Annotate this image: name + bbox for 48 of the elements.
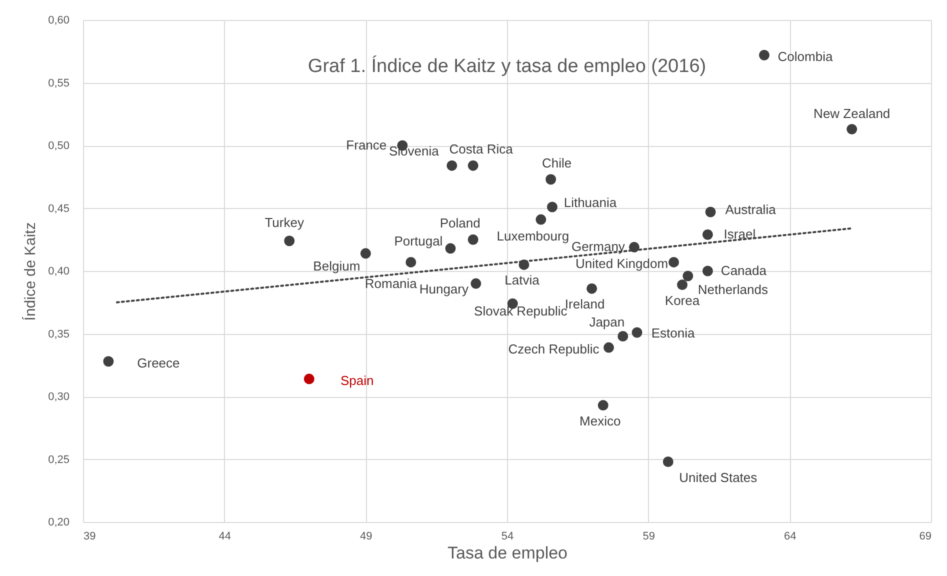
y-tick-label: 0,55 — [48, 77, 70, 90]
series-label: Australia — [725, 202, 777, 218]
series-label: Netherlands — [698, 282, 768, 298]
x-tick-label: 39 — [84, 530, 96, 542]
series-label: Costa Rica — [449, 142, 514, 157]
x-tick-label: 64 — [784, 530, 796, 542]
y-tick-label: 0,20 — [48, 516, 70, 528]
series-label: Turkey — [264, 214, 304, 230]
series-label: Belgium — [313, 258, 360, 274]
series-label: Czech Republic — [508, 342, 600, 357]
series-label: Japan — [589, 314, 625, 330]
x-tick-label: 44 — [218, 530, 231, 542]
series-label: Canada — [720, 263, 768, 278]
series-label: United States — [679, 470, 758, 485]
y-tick-label: 0,60 — [48, 14, 70, 26]
series-label: New Zealand — [814, 106, 890, 122]
y-tick-label: 0,50 — [48, 140, 70, 152]
series-label: Greece — [137, 355, 180, 370]
series-label: Poland — [440, 216, 480, 231]
series-label: Slovak Republic — [474, 304, 568, 319]
series-label: Israel — [724, 226, 756, 242]
series-label: Portugal — [394, 233, 443, 248]
x-tick-label: 49 — [360, 530, 372, 542]
y-tick-label: 0,35 — [48, 328, 70, 340]
text: Spain — [340, 372, 374, 388]
series-label: Korea — [664, 292, 700, 308]
series-label: Lithuania — [564, 194, 618, 210]
y-axis-title: Índice de Kaitz — [21, 222, 40, 321]
series-label: Luxembourg — [496, 228, 570, 244]
series-label: Romania — [364, 276, 418, 292]
series-label: Colombia — [778, 49, 834, 64]
y-tick-label: 0,25 — [48, 454, 70, 466]
series-label: Mexico — [580, 413, 621, 428]
y-tick-label: 0,30 — [48, 391, 70, 403]
series-label: Latvia — [504, 272, 540, 288]
y-tick-label: 0,40 — [48, 266, 70, 278]
series-label: Estonia — [651, 325, 696, 340]
x-axis-title: Tasa de empleo — [447, 544, 568, 562]
series-label: United Kingdom — [576, 256, 668, 272]
x-tick-label: 59 — [642, 530, 655, 542]
y-tick-label: 0,45 — [48, 202, 70, 215]
x-tick-label: 54 — [501, 530, 514, 542]
series-label: Chile — [542, 155, 572, 170]
text: Graf 1. Índice de Kaitz y tasa de empleo (2016) — [308, 55, 706, 77]
series-label: Hungary — [419, 282, 469, 297]
x-tick-label: 69 — [919, 530, 932, 542]
series-label: Germany — [571, 239, 626, 254]
series-label: France — [346, 138, 387, 152]
